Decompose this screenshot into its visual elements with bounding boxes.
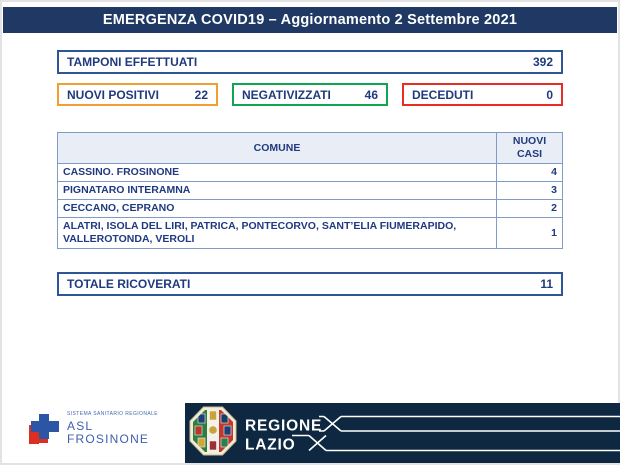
nuovi-casi-cell: 1 (496, 217, 563, 249)
negativizzati-label: NEGATIVIZZATI (242, 87, 331, 102)
page-title: EMERGENZA COVID19 – Aggiornamento 2 Sett… (102, 12, 518, 28)
deceduti-value: 0 (546, 87, 553, 102)
table-header-row: COMUNE NUOVI CASI (57, 132, 563, 164)
nuovi-casi-cell: 4 (496, 163, 563, 182)
regione-text: REGIONE (245, 418, 322, 435)
regione-lazio-lines (292, 415, 620, 452)
tamponi-effettuati-box: TAMPONI EFFETTUATI 392 (57, 50, 563, 74)
nuovi-positivi-value: 22 (194, 87, 208, 102)
deceduti-box: DECEDUTI 0 (402, 83, 563, 106)
table-row: CECCANO, CEPRANO 2 (57, 199, 563, 218)
regione-lazio-crest-icon (189, 406, 237, 456)
deceduti-label: DECEDUTI (412, 87, 474, 102)
table-row: PIGNATARO INTERAMNA 3 (57, 181, 563, 200)
negativizzati-box: NEGATIVIZZATI 46 (232, 83, 388, 106)
totale-ricoverati-value: 11 (540, 277, 553, 291)
sistema-sanitario-label: SISTEMA SANITARIO REGIONALE (67, 411, 159, 417)
asl-frosinone-cross-icon (28, 412, 64, 452)
regione-lazio-band: REGIONE LAZIO (185, 403, 620, 463)
nuovi-positivi-label: NUOVI POSITIVI (67, 87, 160, 102)
nuovi-casi-cell: 3 (496, 181, 563, 200)
negativizzati-value: 46 (364, 87, 378, 102)
comune-cell: CASSINO. FROSINONE (57, 163, 497, 182)
asl-cross-red-part (29, 432, 48, 443)
comune-cell: ALATRI, ISOLA DEL LIRI, PATRICA, PONTECO… (57, 217, 497, 249)
comuni-table: COMUNE NUOVI CASI CASSINO. FROSINONE 4 P… (57, 132, 563, 249)
comune-cell: CECCANO, CEPRANO (57, 199, 497, 218)
table-row: ALATRI, ISOLA DEL LIRI, PATRICA, PONTECO… (57, 217, 563, 249)
regione-lazio-logo: REGIONE LAZIO (189, 406, 620, 456)
totale-ricoverati-box: TOTALE RICOVERATI 11 (57, 272, 563, 296)
totale-ricoverati-label: TOTALE RICOVERATI (67, 277, 191, 291)
asl-cross-blue-part (31, 421, 59, 432)
tamponi-label: TAMPONI EFFETTUATI (67, 55, 198, 69)
nuovi-positivi-box: NUOVI POSITIVI 22 (57, 83, 218, 106)
tamponi-value: 392 (532, 55, 553, 69)
asl-name-line2: FROSINONE (67, 432, 150, 446)
column-header-comune: COMUNE (57, 132, 497, 164)
lazio-text: LAZIO (245, 437, 296, 454)
title-bar: EMERGENZA COVID19 – Aggiornamento 2 Sett… (3, 7, 617, 33)
asl-name-line1: ASL (67, 419, 94, 433)
table-row: CASSINO. FROSINONE 4 (57, 163, 563, 182)
comune-cell: PIGNATARO INTERAMNA (57, 181, 497, 200)
column-header-nuovi-casi: NUOVI CASI (496, 132, 563, 164)
asl-frosinone-wordmark: SISTEMA SANITARIO REGIONALE ASL FROSINON… (67, 411, 158, 446)
nuovi-casi-cell: 2 (496, 199, 563, 218)
